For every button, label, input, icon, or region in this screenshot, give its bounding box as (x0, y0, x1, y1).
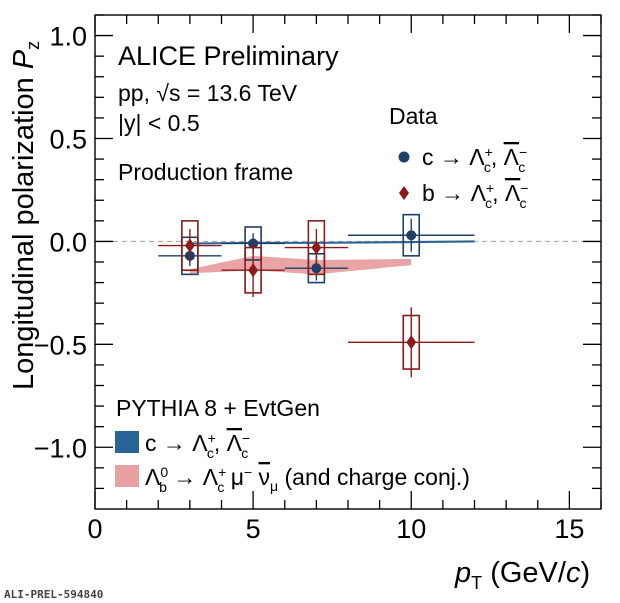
model-legend-title: PYTHIA 8 + EvtGen (116, 395, 320, 421)
data-legend-title: Data (389, 103, 438, 129)
footer-label: ALI-PREL-594840 (4, 588, 103, 601)
data-point-circle (311, 263, 322, 274)
frame-label: Production frame (118, 159, 293, 185)
syst-error-box (402, 213, 421, 257)
legend-item-lambdab-model: Λ0 b → Λ+ c μ− νμ (and charge conj.) (115, 464, 470, 495)
collision-system-label: pp, √s = 13.6 TeV (118, 80, 298, 106)
legend-item-charm-data: c → Λ+ c, Λ− c (398, 144, 527, 175)
legend-item-beauty-data: b → Λ+ c, Λ− c (399, 180, 528, 211)
y-axis-title: Longitudinal polarization Pz (8, 41, 43, 390)
legend-label-charm-model: c → Λ+ c, Λ− c (145, 430, 250, 461)
legend-circle-marker (398, 151, 410, 163)
legend-label-charm-data: c → Λ+ c, Λ− c (422, 144, 527, 175)
y-tick-label: −0.5 (34, 330, 87, 360)
y-tick-label: 0.0 (49, 227, 87, 257)
lambdab-model-band (189, 255, 412, 275)
legend-label-beauty-data: b → Λ+ c, Λ− c (422, 180, 528, 211)
x-tick-label: 5 (246, 514, 261, 544)
y-tick-label: 0.5 (49, 125, 87, 155)
legend-swatch-charm-model (115, 431, 139, 453)
x-tick-label: 0 (87, 514, 102, 544)
x-axis-title: pT (GeV/c) (454, 557, 590, 593)
rapidity-label: |y| < 0.5 (118, 110, 200, 136)
data-point-diamond (184, 238, 195, 253)
data-point-diamond (248, 263, 259, 278)
model-bands (189, 240, 475, 275)
syst-error-box (244, 246, 262, 294)
legend-item-charm-model: c → Λ+ c, Λ− c (115, 430, 250, 461)
legend-swatch-lambdab-model (115, 465, 139, 487)
x-tick-label: 10 (396, 514, 426, 544)
chart-title: ALICE Preliminary (118, 41, 339, 71)
data-series (158, 213, 475, 378)
legend-label-lambdab-model: Λ0 b → Λ+ c μ− νμ (and charge conj.) (145, 464, 470, 495)
data-point-diamond (406, 335, 417, 350)
beauty-series (158, 220, 475, 378)
data-point-diamond (311, 240, 322, 255)
legend-diamond-marker (399, 186, 409, 200)
data-point-circle (406, 230, 417, 241)
axes-ticks: 0 5 10 15 1.0 0.5 0.0 −0.5 −1.0 (34, 14, 602, 544)
syst-error-box (402, 314, 421, 370)
y-tick-label: −1.0 (34, 433, 87, 463)
x-tick-label: 15 (554, 514, 584, 544)
syst-error-box (307, 220, 326, 276)
y-tick-label: 1.0 (49, 22, 87, 52)
syst-error-box (181, 220, 199, 272)
